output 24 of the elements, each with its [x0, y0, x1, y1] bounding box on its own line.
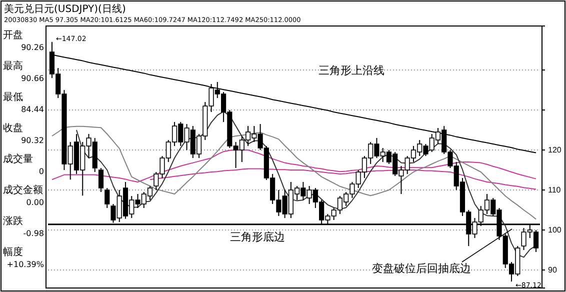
text: 最低: [3, 92, 23, 103]
text: 收盘: [3, 122, 23, 134]
text: 90.26: [21, 43, 44, 52]
text: 90.66: [21, 74, 44, 83]
text: 开盘: [3, 29, 23, 41]
ref-line-label: 三角形底边: [230, 230, 286, 244]
annotation: 三角形上沿线: [318, 64, 385, 77]
text: 涨跌: [3, 215, 23, 227]
y-tick-label: 110: [548, 186, 562, 195]
text: 0.00: [26, 198, 44, 207]
y-tick-label: 90: [548, 266, 558, 275]
text: -0.98: [23, 229, 44, 238]
text: 90.32: [21, 136, 44, 145]
text: 成交金额: [3, 184, 43, 196]
text: 0: [38, 167, 44, 176]
text: 幅度: [3, 246, 23, 258]
y-tick-label: 100: [548, 226, 562, 235]
text: 最高: [3, 60, 23, 72]
annotation: 变盘破位后回抽底边: [372, 262, 471, 275]
y-tick-label: 120: [548, 146, 562, 155]
text: 成交量: [3, 153, 33, 165]
text: 84.44: [21, 105, 44, 114]
text: +10.39%: [6, 260, 44, 269]
chart-title: 美元兑日元(USDJPY)(日线): [4, 3, 126, 15]
